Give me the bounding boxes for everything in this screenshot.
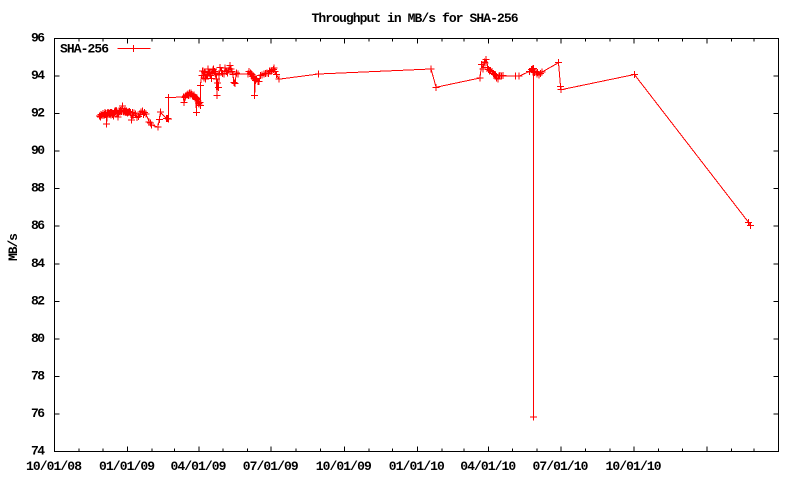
svg-text:82: 82 — [31, 293, 45, 308]
svg-text:10/01/08: 10/01/08 — [26, 459, 82, 474]
svg-text:01/01/09: 01/01/09 — [99, 459, 155, 474]
svg-text:SHA-256: SHA-256 — [60, 42, 109, 57]
svg-text:Throughput in MB/s for SHA-256: Throughput in MB/s for SHA-256 — [312, 11, 519, 26]
svg-text:86: 86 — [31, 218, 45, 233]
svg-text:90: 90 — [31, 143, 45, 158]
svg-text:76: 76 — [31, 406, 45, 421]
svg-text:92: 92 — [31, 106, 45, 121]
svg-text:MB/s: MB/s — [6, 233, 21, 261]
svg-text:04/01/10: 04/01/10 — [460, 459, 516, 474]
svg-text:88: 88 — [31, 181, 45, 196]
svg-text:04/01/09: 04/01/09 — [170, 459, 226, 474]
svg-text:07/01/09: 07/01/09 — [243, 459, 299, 474]
svg-text:10/01/10: 10/01/10 — [606, 459, 662, 474]
svg-text:10/01/09: 10/01/09 — [316, 459, 372, 474]
svg-text:80: 80 — [31, 331, 45, 346]
svg-text:07/01/10: 07/01/10 — [532, 459, 588, 474]
svg-text:96: 96 — [31, 31, 45, 46]
svg-text:74: 74 — [31, 444, 45, 459]
svg-text:01/01/10: 01/01/10 — [389, 459, 445, 474]
svg-text:94: 94 — [31, 68, 45, 83]
svg-text:78: 78 — [31, 368, 45, 383]
svg-text:84: 84 — [31, 256, 45, 271]
